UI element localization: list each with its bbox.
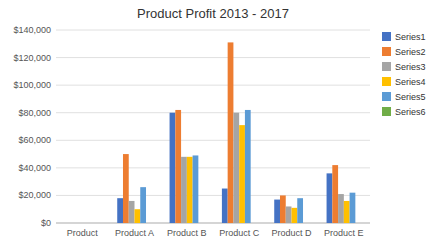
grid-line [56, 57, 370, 58]
grid-line [56, 85, 370, 86]
bar [170, 113, 176, 223]
bar [233, 113, 239, 223]
bar [94, 223, 100, 224]
bar [175, 110, 181, 223]
bar [292, 208, 298, 223]
bar [181, 157, 187, 223]
legend-label: Series5 [395, 92, 426, 102]
bar [297, 198, 303, 223]
y-tick-label: $40,000 [18, 163, 51, 173]
legend-swatch [382, 107, 391, 116]
bar [327, 173, 333, 223]
bar [350, 193, 356, 223]
y-tick-label: $60,000 [18, 135, 51, 145]
x-tick-label: Product A [115, 228, 154, 238]
bar [117, 198, 123, 223]
bar [355, 223, 361, 224]
bar [123, 154, 129, 223]
bar [193, 155, 199, 223]
bar [228, 42, 234, 223]
bar [129, 201, 135, 223]
bar [239, 125, 245, 223]
legend-label: Series6 [395, 107, 426, 117]
x-tick-label: Product E [324, 228, 364, 238]
bar [245, 110, 251, 223]
bar [140, 187, 146, 223]
bar [286, 206, 292, 223]
x-tick-label: Product B [167, 228, 207, 238]
bar [187, 157, 193, 223]
y-tick-label: $120,000 [13, 53, 51, 63]
x-tick-label: Product C [219, 228, 260, 238]
legend-label: Series2 [395, 47, 426, 57]
legend-swatch [382, 92, 391, 101]
bar [332, 165, 338, 223]
bar [88, 223, 94, 224]
legend-swatch [382, 47, 391, 56]
grid-line [56, 223, 370, 224]
bar [76, 223, 82, 224]
bar [65, 223, 71, 224]
legend-label: Series3 [395, 62, 426, 72]
title: Product Profit 2013 - 2017 [137, 6, 289, 21]
x-tick-label: Product D [271, 228, 312, 238]
grid-line [56, 140, 370, 141]
legend-label: Series4 [395, 77, 426, 87]
legend-swatch [382, 32, 391, 41]
y-tick-label: $100,000 [13, 80, 51, 90]
grid-line [56, 195, 370, 196]
bar [82, 223, 88, 224]
bar [146, 223, 152, 224]
bar [135, 209, 141, 223]
bars [117, 42, 355, 223]
x-axis-line [56, 223, 370, 224]
bar [198, 223, 204, 224]
bar [280, 195, 286, 223]
legend-swatch [382, 77, 391, 86]
y-tick-label: $0 [41, 218, 51, 228]
grid-line [56, 167, 370, 168]
y-tick-label: $20,000 [18, 190, 51, 200]
grid-line [56, 112, 370, 113]
bar [303, 223, 309, 224]
y-tick-label: $80,000 [18, 108, 51, 118]
bar [344, 201, 350, 223]
bar [71, 223, 77, 224]
legend-label: Series1 [395, 32, 426, 42]
bar [338, 194, 344, 223]
legend-swatch [382, 62, 391, 71]
grid-line [56, 30, 370, 31]
x-tick-label: Product [67, 228, 99, 238]
bar [274, 200, 280, 223]
y-tick-label: $140,000 [13, 25, 51, 35]
bar [251, 223, 257, 224]
grid [56, 30, 370, 223]
bar [222, 189, 228, 223]
chart: Product Profit 2013 - 2017 $0 $20,000 $40,0… [0, 0, 446, 245]
legend: Series1 Series2 Series3 Series4 Series5 Serie… [382, 32, 426, 117]
